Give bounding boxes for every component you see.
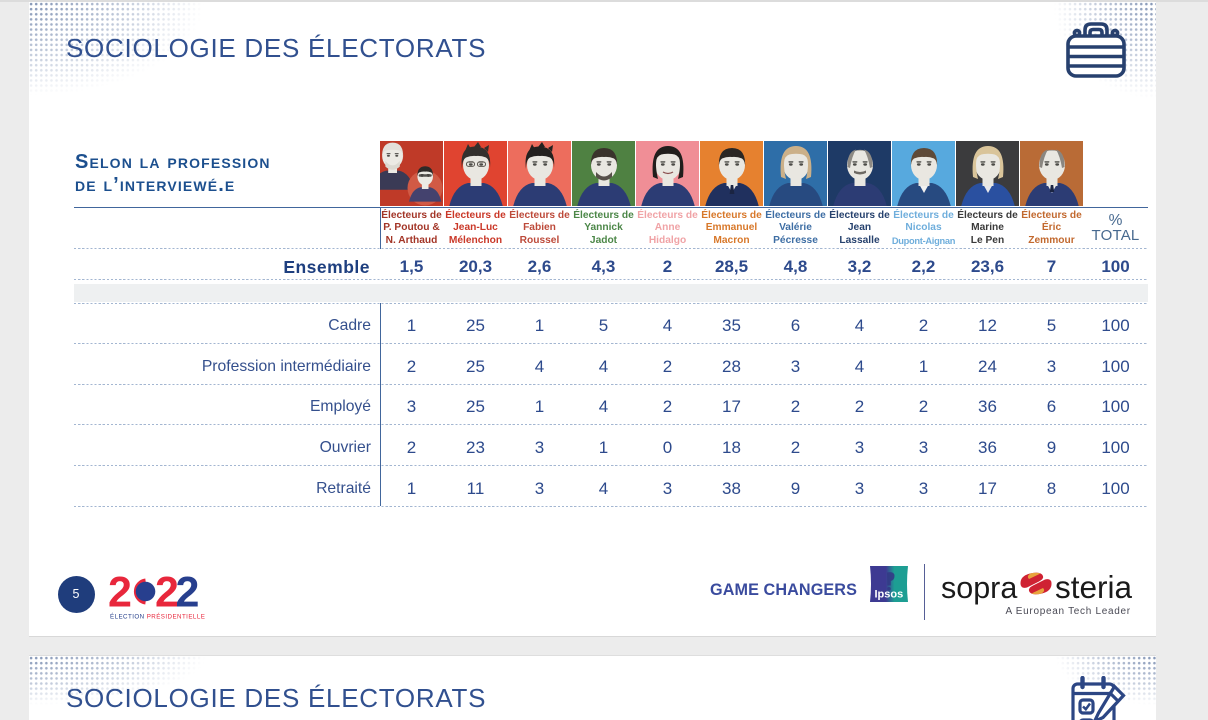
- svg-text:sopra: sopra: [941, 571, 1017, 605]
- svg-text:ÉLECTION PRÉSIDENTIELLE: ÉLECTION PRÉSIDENTIELLE: [110, 614, 205, 621]
- svg-text:2: 2: [108, 569, 132, 617]
- svg-text:Ipsos: Ipsos: [875, 589, 904, 601]
- svg-text:2: 2: [155, 569, 179, 617]
- svg-text:steria: steria: [1055, 569, 1133, 605]
- svg-text:2: 2: [176, 569, 200, 617]
- svg-text:A European Tech Leader: A European Tech Leader: [1006, 606, 1131, 617]
